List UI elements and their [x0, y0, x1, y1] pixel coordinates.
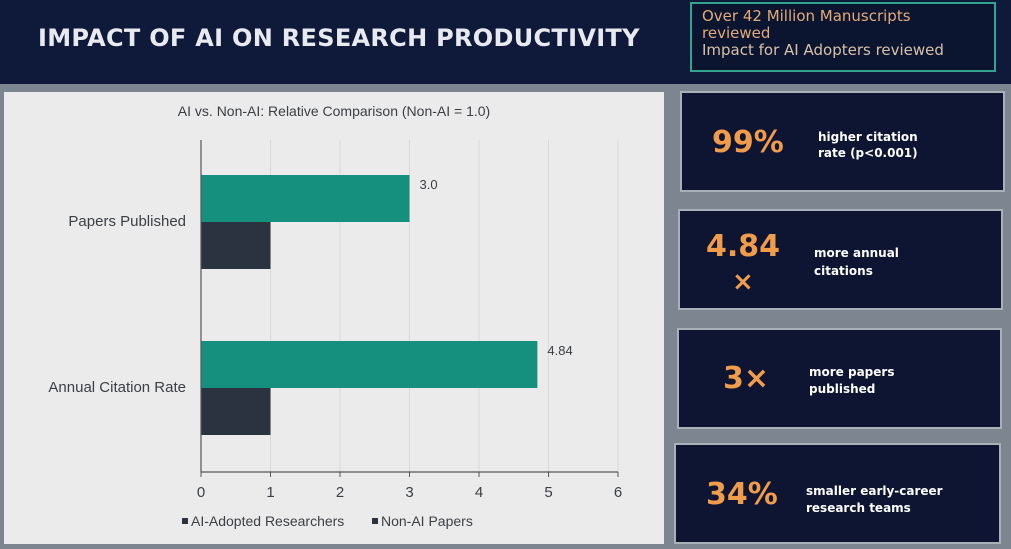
- category-label: Annual Citation Rate: [48, 379, 186, 396]
- x-tick-label: 6: [614, 484, 622, 501]
- data-label: 4.84: [547, 343, 572, 358]
- bar-ai-adopted: [201, 341, 538, 388]
- info-box: Over 42 Million Manuscripts reviewed Imp…: [690, 2, 996, 72]
- info-line-3: Impact for AI Adopters reviewed: [702, 41, 944, 59]
- x-tick-label: 0: [197, 484, 205, 501]
- stat-card-team-size: 34% smaller early-career research teams: [674, 443, 1001, 544]
- chart-title: AI vs. Non-AI: Relative Comparison (Non-…: [178, 103, 490, 119]
- bar-non-ai: [201, 388, 271, 435]
- stat-value: 99%: [712, 125, 784, 160]
- x-tick-label: 5: [544, 484, 552, 501]
- bar-chart: AI vs. Non-AI: Relative Comparison (Non-…: [48, 103, 622, 529]
- info-line-2: reviewed: [702, 24, 771, 42]
- stat-desc-line1: more papers: [809, 365, 895, 379]
- stat-card-papers-published: 3× more papers published: [677, 328, 1002, 429]
- stat-desc-line1: smaller early-career: [806, 484, 943, 498]
- legend-swatch: [182, 518, 188, 524]
- stat-value: 34%: [706, 477, 778, 512]
- data-label: 3.0: [420, 177, 438, 192]
- stat-desc-line2: rate (p<0.001): [818, 146, 918, 160]
- stat-desc-line2: published: [809, 382, 876, 396]
- stat-value: 3×: [723, 361, 770, 396]
- legend-swatch: [372, 518, 378, 524]
- chart-panel: AI vs. Non-AI: Relative Comparison (Non-…: [4, 92, 664, 544]
- x-tick-label: 2: [336, 484, 344, 501]
- x-tick-label: 4: [475, 484, 483, 501]
- stat-desc-line2: citations: [814, 264, 873, 278]
- stat-card-citation-rate: 99% higher citation rate (p<0.001): [680, 91, 1005, 192]
- stat-card-annual-citations: 4.84 × more annual citations: [678, 209, 1003, 310]
- bar-non-ai: [201, 222, 271, 269]
- stat-desc-line2: research teams: [806, 501, 911, 515]
- legend-label: AI-Adopted Researchers: [191, 513, 344, 529]
- stat-value-multiplier: ×: [732, 267, 754, 297]
- info-line-1: Over 42 Million Manuscripts: [702, 7, 911, 25]
- stat-value: 4.84: [706, 229, 781, 264]
- x-tick-label: 3: [405, 484, 413, 501]
- stat-desc-line1: higher citation: [818, 130, 918, 144]
- bar-ai-adopted: [201, 175, 410, 222]
- x-tick-label: 1: [266, 484, 274, 501]
- stat-desc-line1: more annual: [814, 246, 899, 260]
- page-title: IMPACT OF AI ON RESEARCH PRODUCTIVITY: [38, 24, 640, 52]
- legend-label: Non-AI Papers: [381, 513, 473, 529]
- category-label: Papers Published: [68, 213, 186, 230]
